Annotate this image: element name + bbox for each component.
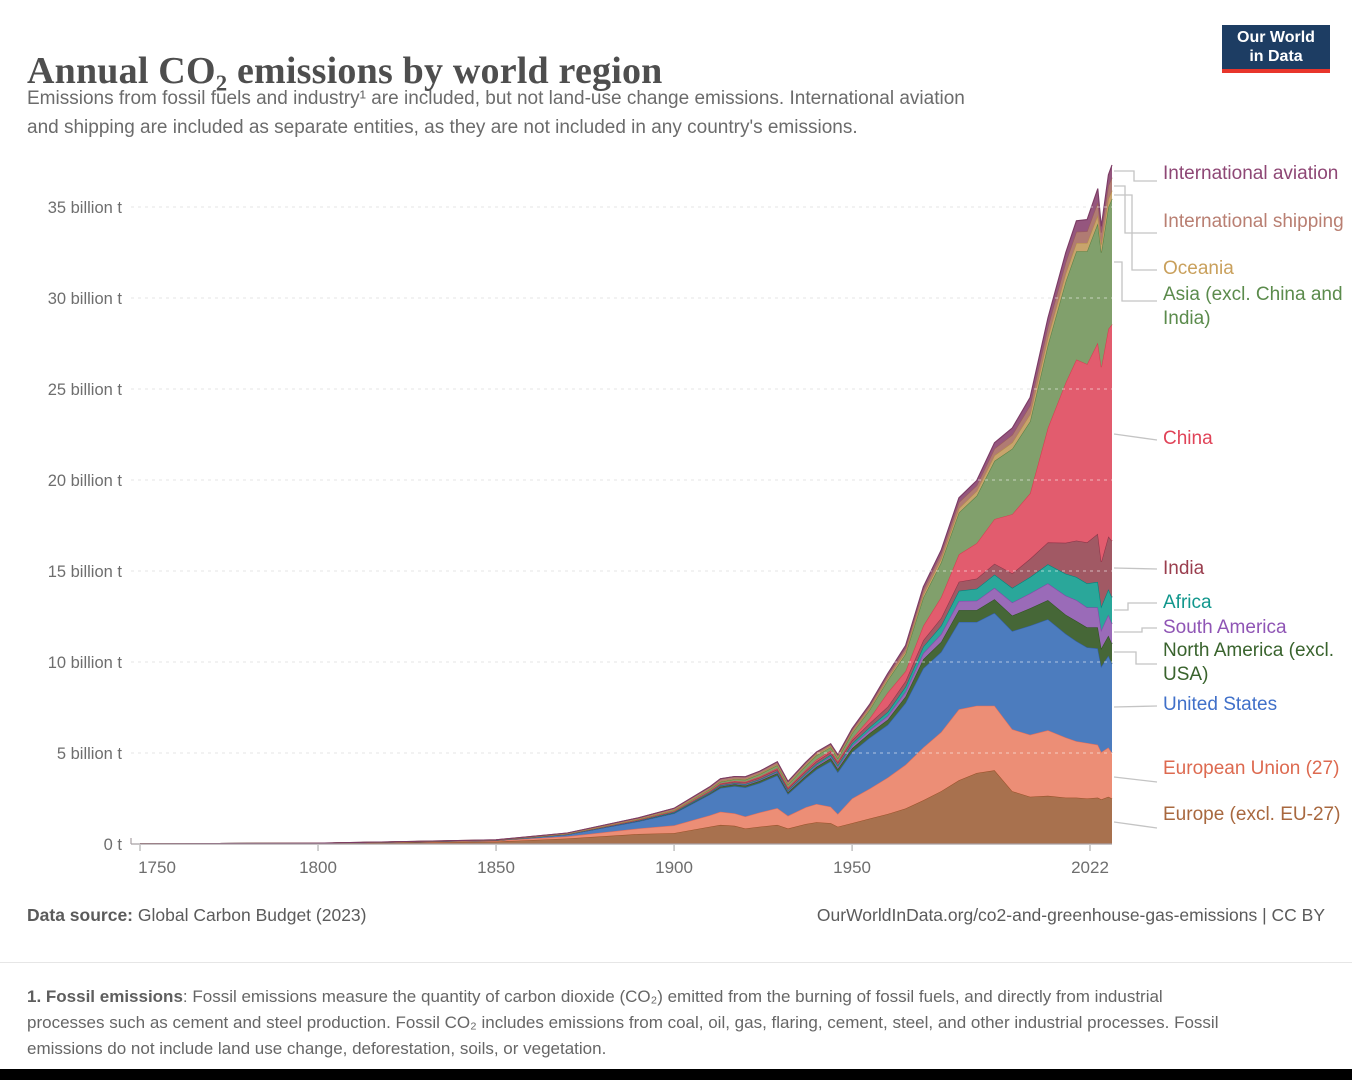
footnote-text: : Fossil emissions measure the quantity … [27,987,1219,1058]
x-tick-label: 1850 [477,858,515,877]
legend-europe-excl-eu27[interactable]: Europe (excl. EU-27) [1163,804,1341,825]
legend-connector [1113,821,1158,829]
y-tick-label: 15 billion t [48,563,123,581]
legend-connector [1114,261,1157,302]
y-tick-label: 25 billion t [48,381,123,399]
legend-european-union-27[interactable]: European Union (27) [1163,758,1340,779]
page-title: Annual CO₂ emissions by world region [27,50,663,93]
subtitle-line-2: and shipping are included as separate en… [27,117,858,138]
y-tick-label: 30 billion t [48,290,123,308]
data-source: Data source: Global Carbon Budget (2023) [27,905,367,926]
bottom-window-bar [0,1069,1352,1080]
legend-connector [1114,602,1157,611]
legend-connector [1114,194,1157,271]
legend-north-america-excl-usa[interactable]: North America (excl. USA) [1163,640,1335,685]
legend-connector [1113,776,1158,783]
area-south_america[interactable] [140,583,1112,844]
legend-international-aviation[interactable]: International aviation [1163,163,1339,184]
legend-connector [1113,433,1158,441]
legend-connector [1113,705,1158,708]
legend-united-states[interactable]: United States [1163,694,1278,715]
logo-line-1: Our World [1237,29,1315,46]
legend-connector [1113,567,1158,570]
legend-china[interactable]: China [1163,428,1213,449]
legend-africa[interactable]: Africa [1163,592,1212,613]
legend-india[interactable]: India [1163,558,1205,579]
area-top-edge-intl_aviation [139,164,1113,845]
y-tick-label: 5 billion t [57,745,123,763]
legend-connector [1114,170,1157,182]
y-tick-label: 20 billion t [48,472,123,490]
legend-oceania[interactable]: Oceania [1163,258,1234,279]
area-eu27[interactable] [140,705,1112,844]
x-tick-label: 1950 [833,858,871,877]
x-tick-label: 1900 [655,858,693,877]
data-source-lead: Data source: [27,905,134,925]
area-africa[interactable] [140,564,1112,844]
legend-connector [1114,651,1157,665]
x-tick-label: 1800 [299,858,337,877]
footer-link[interactable]: OurWorldInData.org/co2-and-greenhouse-ga… [816,905,1325,925]
owid-logo[interactable]: Our World in Data [1222,25,1330,73]
area-north_america_excl_usa[interactable] [140,599,1112,844]
legend-international-shipping[interactable]: International shipping [1163,211,1344,232]
footnote-lead: 1. Fossil emissions [27,987,183,1006]
area-united_states[interactable] [140,612,1112,844]
x-tick-label: 2022 [1071,858,1109,877]
area-europe_excl_eu27[interactable] [140,770,1112,844]
y-tick-label: 35 billion t [48,199,123,217]
x-tick-label: 1750 [138,858,176,877]
legend-asia-excl[interactable]: Asia (excl. China and India) [1163,284,1343,329]
y-tick-label: 10 billion t [48,654,123,672]
footer-divider [0,962,1352,963]
footnote: 1. Fossil emissions: Fossil emissions me… [27,984,1232,1062]
legend-connector [1114,185,1157,234]
chart-footer: Data source: Global Carbon Budget (2023)… [27,905,1325,926]
legend-connector [1114,627,1157,633]
y-tick-label: 0 t [104,836,123,854]
chart-subtitle: Emissions from fossil fuels and industry… [27,84,1187,142]
subtitle-line-1: Emissions from fossil fuels and industry… [27,88,965,109]
logo-line-2: in Data [1249,48,1303,65]
legend-south-america[interactable]: South America [1163,617,1287,638]
data-source-text: Global Carbon Budget (2023) [133,905,367,925]
